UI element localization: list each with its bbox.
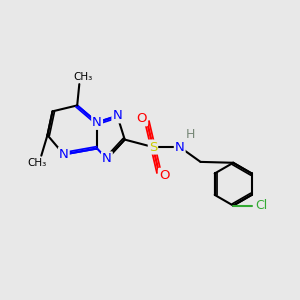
Text: N: N — [102, 152, 112, 165]
Text: O: O — [159, 169, 169, 182]
Text: N: N — [59, 148, 69, 161]
Text: O: O — [136, 112, 147, 125]
Text: CH₃: CH₃ — [73, 72, 92, 82]
Text: S: S — [149, 140, 157, 154]
Text: H: H — [185, 128, 195, 141]
Text: N: N — [92, 116, 102, 129]
Text: N: N — [112, 109, 122, 122]
Text: Cl: Cl — [255, 199, 267, 212]
Text: CH₃: CH₃ — [27, 158, 46, 168]
Text: N: N — [175, 140, 184, 154]
